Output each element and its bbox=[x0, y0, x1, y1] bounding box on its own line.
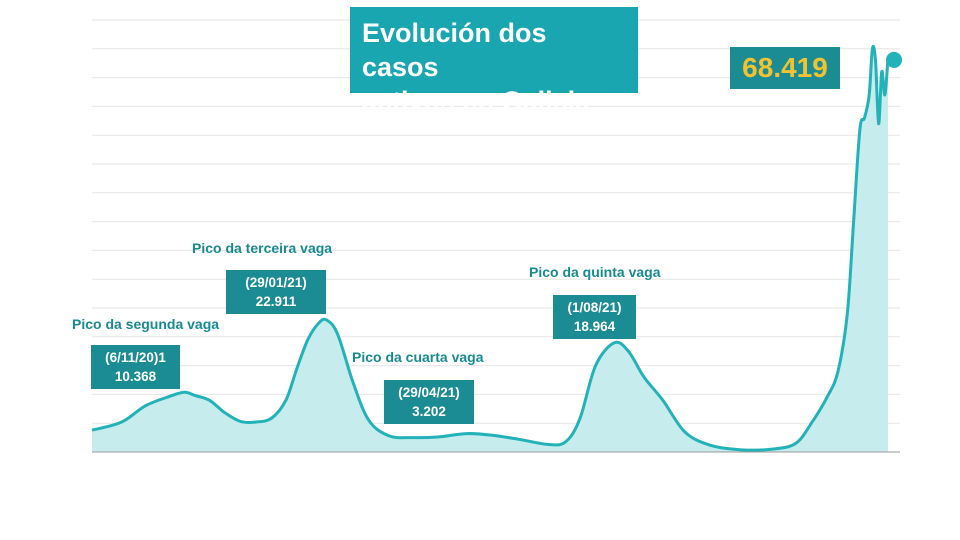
title-line-1: Evolución dos casos bbox=[362, 18, 547, 82]
latest-point bbox=[886, 51, 902, 68]
peak-value-fourth-wave: 3.202 bbox=[412, 404, 446, 419]
chart-title: Evolución dos casos activos en Galicia bbox=[350, 7, 638, 116]
peak-date-fourth-wave: (29/04/21) bbox=[398, 385, 460, 400]
peak-box-third-wave: (29/01/21) 22.911 bbox=[226, 270, 326, 314]
area-fill bbox=[92, 46, 888, 453]
series-line bbox=[91, 44, 890, 452]
latest-value: 68.419 bbox=[742, 52, 828, 83]
peak-label-fifth-wave: Pico da quinta vaga bbox=[529, 264, 661, 280]
peak-box-fourth-wave: (29/04/21) 3.202 bbox=[384, 380, 474, 424]
peak-label-fourth-wave: Pico da cuarta vaga bbox=[352, 349, 484, 365]
peak-label-third-wave: Pico da terceira vaga bbox=[192, 240, 333, 256]
peak-date-second-wave: (6/11/20)1 bbox=[105, 350, 166, 365]
peak-date-third-wave: (29/01/21) bbox=[245, 275, 307, 290]
peak-value-second-wave: 10.368 bbox=[114, 369, 157, 384]
latest-value-badge: 68.419 bbox=[730, 47, 840, 89]
title-line-2: activos en Galicia bbox=[362, 86, 591, 116]
peak-box-fifth-wave: (1/08/21) 18.964 bbox=[553, 295, 636, 339]
peak-value-third-wave: 22.911 bbox=[255, 294, 297, 309]
peak-date-fifth-wave: (1/08/21) bbox=[567, 300, 622, 315]
peak-value-fifth-wave: 18.964 bbox=[573, 319, 616, 334]
peak-label-second-wave: Pico da segunda vaga bbox=[72, 316, 220, 332]
peak-box-second-wave: (6/11/20)1 10.368 bbox=[91, 345, 180, 389]
